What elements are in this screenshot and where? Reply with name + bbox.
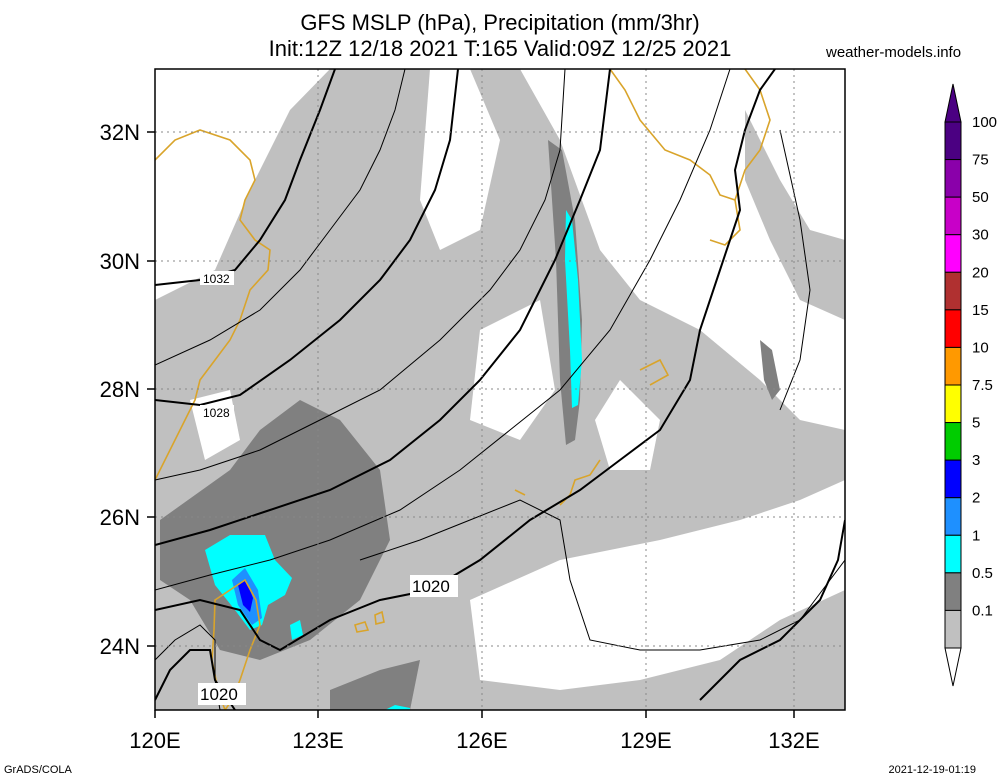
- x-tick-132e: 132E: [768, 728, 819, 753]
- colorbar-label-12: 0.5: [972, 565, 993, 582]
- colorbar-box-4: [944, 271, 962, 311]
- colorbar-box-1: [944, 159, 962, 198]
- colorbar-label-2: 50: [972, 189, 989, 206]
- colorbar-label-13: 0.1: [972, 602, 993, 619]
- x-tick-129e: 129E: [620, 728, 671, 753]
- precip-gap-1: [420, 69, 500, 250]
- colorbar-box-13: [944, 609, 962, 649]
- y-tick-24n: 24N: [100, 634, 140, 659]
- isobar-1022: [155, 69, 731, 591]
- isobar-1028: [155, 69, 459, 407]
- colorbar-box-5: [944, 309, 962, 348]
- x-axis-labels: 120E 123E 126E 129E 132E: [129, 728, 819, 753]
- precip-1-spot: [290, 620, 303, 640]
- colorbar-label-3: 30: [972, 227, 989, 244]
- y-tick-30n: 30N: [100, 249, 140, 274]
- colorbar-box-2: [944, 196, 962, 236]
- x-tick-126e: 126E: [456, 728, 507, 753]
- x-tick-123e: 123E: [292, 728, 343, 753]
- precip-1-spot-south: [385, 705, 410, 710]
- colorbar-label-5: 15: [972, 302, 989, 319]
- footer-left: GrADS/COLA: [4, 764, 72, 776]
- colorbar-box-8: [944, 422, 962, 461]
- precip-3-core: [238, 580, 253, 612]
- footer-right: 2021-12-19-01:19: [888, 764, 976, 776]
- colorbar-label-9: 3: [972, 452, 980, 469]
- precip-0.5-spot-south: [330, 660, 420, 710]
- isobar-label-1032: 1032: [203, 272, 230, 286]
- colorbar-box-12: [944, 572, 962, 611]
- colorbar-label-6: 10: [972, 339, 989, 356]
- precip-0.5-core-south: [160, 400, 390, 660]
- map-title-line2: Init:12Z 12/18 2021 T:165 Valid:09Z 12/2…: [268, 36, 732, 61]
- isobar-1020-southeast: [699, 519, 845, 701]
- map-title-line1: GFS MSLP (hPa), Precipitation (mm/3hr): [300, 10, 700, 35]
- colorbar-label-7: 7.5: [972, 377, 993, 394]
- colorbar-label-1: 75: [972, 152, 989, 169]
- precip-gap-2: [470, 300, 555, 440]
- coastline-islet: [354, 610, 385, 633]
- site-credit: weather-models.info: [826, 44, 962, 61]
- isobar-1024: [155, 69, 611, 546]
- y-axis-labels: 32N 30N 28N 26N 24N: [100, 120, 140, 659]
- isobar-east: [779, 129, 811, 411]
- colorbar-label-10: 2: [972, 490, 980, 507]
- coastlines: [155, 69, 771, 710]
- colorbar-label-11: 1: [972, 527, 980, 544]
- y-tick-28n: 28N: [100, 377, 140, 402]
- precip-0.1-band-east: [745, 110, 845, 320]
- colorbar-label-4: 20: [972, 264, 989, 281]
- coastline-korea-japan: [609, 69, 741, 246]
- colorbar-bottom-triangle: [944, 647, 962, 687]
- colorbar-label-0: 100: [972, 114, 997, 131]
- colorbar-box-11: [944, 534, 962, 574]
- colorbar-box-3: [944, 234, 962, 273]
- colorbar-box-0: [944, 121, 962, 161]
- y-tick-26n: 26N: [100, 505, 140, 530]
- colorbar-box-10: [944, 497, 962, 536]
- isobar-1030: [155, 69, 406, 366]
- isobar-label-1020: 1020: [412, 577, 450, 596]
- colorbar-box-9: [944, 459, 962, 499]
- colorbar-box-6: [944, 346, 962, 386]
- coastline-kyushu: [734, 69, 771, 201]
- precip-1-streak: [565, 210, 582, 408]
- isobar-1026: [155, 69, 566, 481]
- isobar-1020-north: [155, 69, 776, 652]
- axis-ticks: [147, 131, 795, 718]
- isobar-labels: 1032 1028 1020 1020: [198, 271, 458, 705]
- colorbar-box-7: [944, 384, 962, 424]
- x-tick-120e: 120E: [129, 728, 180, 753]
- precip-gap-3: [470, 480, 845, 690]
- isobar-label-1020-south: 1020: [200, 685, 238, 704]
- y-tick-32n: 32N: [100, 120, 140, 145]
- isobar-label-1028: 1028: [203, 406, 230, 420]
- isobars: [155, 69, 845, 710]
- colorbar-top-triangle: [944, 83, 962, 123]
- colorbar: 100 75 50 30 20 15 10 7.5 5 3 2 1 0.5 0.1: [944, 83, 997, 687]
- precip-0.5-spot-east: [760, 340, 780, 400]
- grid-lines: [155, 69, 845, 710]
- precip-gap-4: [595, 380, 660, 470]
- colorbar-label-8: 5: [972, 415, 980, 432]
- coastline-china: [155, 129, 271, 481]
